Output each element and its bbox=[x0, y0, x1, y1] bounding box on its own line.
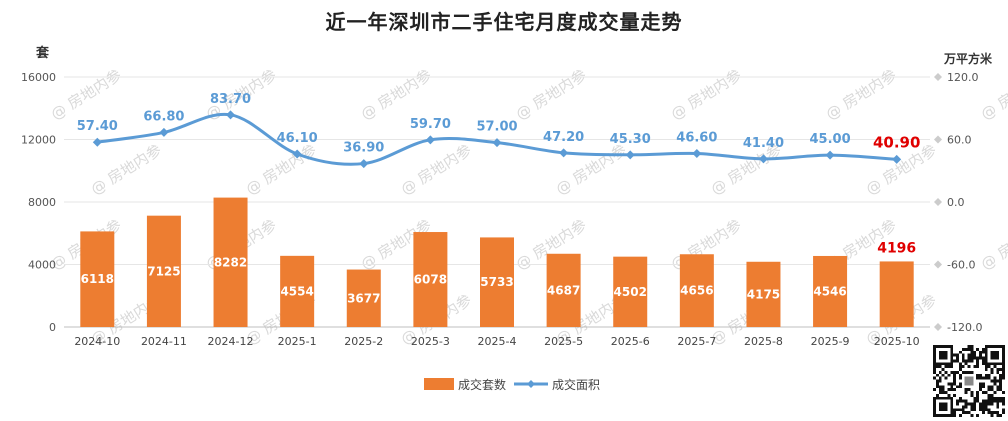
watermark: @ 房地内参 bbox=[88, 141, 165, 199]
bar-2025-7 bbox=[679, 254, 714, 327]
watermark: @ 房地内参 bbox=[823, 66, 900, 124]
x-tick-label: 2024-10 bbox=[74, 335, 120, 348]
line-point-2025-8 bbox=[758, 154, 768, 164]
watermark: @ 房地内参 bbox=[48, 66, 125, 124]
line-label: 46.60 bbox=[676, 130, 717, 145]
bar-2025-5 bbox=[546, 253, 581, 327]
line-point-2025-5 bbox=[559, 148, 569, 158]
line-point-2024-10 bbox=[92, 137, 102, 147]
right-tick-marker bbox=[934, 323, 942, 331]
line-point-2025-4 bbox=[492, 138, 502, 148]
bar-label: 5733 bbox=[480, 275, 513, 289]
right-tick-marker bbox=[934, 73, 942, 81]
bar-2024-10 bbox=[80, 231, 115, 327]
bar-label: 6078 bbox=[414, 273, 447, 287]
legend-bar-label: 成交套数 bbox=[458, 377, 506, 392]
line-point-2025-2 bbox=[359, 159, 369, 169]
legend-line-label: 成交面积 bbox=[552, 377, 600, 392]
line-point-2025-9 bbox=[825, 150, 835, 160]
watermark: @ 房地内参 bbox=[668, 66, 745, 124]
right-tick-marker bbox=[934, 135, 942, 144]
bar-2024-12 bbox=[213, 197, 248, 327]
line-label: 45.00 bbox=[810, 132, 851, 147]
line-point-2024-12 bbox=[226, 110, 236, 120]
line-label: 36.90 bbox=[343, 141, 384, 156]
line-label: 41.40 bbox=[743, 136, 784, 151]
right-tick-label: 120.0 bbox=[947, 71, 979, 84]
watermark: @ 房地内参 bbox=[513, 66, 590, 124]
legend-line-marker bbox=[527, 380, 535, 388]
watermark: @ 房地内参 bbox=[358, 66, 435, 124]
bar-2025-9 bbox=[813, 255, 848, 327]
legend-bar-swatch bbox=[424, 378, 454, 390]
left-tick-label: 0 bbox=[49, 321, 56, 334]
left-tick-label: 12000 bbox=[21, 134, 56, 147]
x-tick-label: 2025-2 bbox=[344, 335, 383, 348]
right-tick-label: 0.0 bbox=[947, 196, 965, 209]
right-tick-marker bbox=[934, 260, 942, 269]
bar-2025-3 bbox=[413, 232, 448, 327]
x-tick-label: 2025-4 bbox=[478, 335, 517, 348]
right-tick-marker bbox=[934, 198, 942, 206]
line-point-2025-1 bbox=[292, 149, 302, 159]
x-tick-label: 2025-1 bbox=[278, 335, 317, 348]
x-tick-label: 2025-7 bbox=[677, 335, 716, 348]
x-tick-label: 2025-10 bbox=[874, 335, 920, 348]
right-axis-title: 万平方米 bbox=[943, 51, 993, 66]
bar-label: 7125 bbox=[147, 264, 180, 278]
bar-label: 6118 bbox=[81, 272, 114, 286]
watermark: @ 房地内参 bbox=[243, 141, 320, 199]
bar-2024-11 bbox=[146, 215, 181, 327]
x-tick-label: 2025-3 bbox=[411, 335, 450, 348]
bar-label: 4175 bbox=[747, 287, 780, 301]
x-tick-label: 2024-12 bbox=[208, 335, 254, 348]
qr-code bbox=[933, 345, 1005, 417]
line-point-2024-11 bbox=[159, 127, 169, 137]
left-tick-label: 4000 bbox=[28, 259, 56, 272]
line-label: 57.40 bbox=[77, 119, 118, 134]
left-tick-label: 16000 bbox=[21, 71, 56, 84]
line-point-2025-10 bbox=[892, 154, 902, 164]
bar-2025-10 bbox=[879, 261, 914, 327]
x-tick-label: 2025-6 bbox=[611, 335, 650, 348]
bar-label: 3677 bbox=[347, 291, 380, 305]
line-label: 59.70 bbox=[410, 117, 451, 132]
bar-2025-8 bbox=[746, 261, 781, 327]
right-tick-label: 60.0 bbox=[947, 134, 972, 147]
line-point-2025-6 bbox=[625, 150, 635, 160]
left-axis-title: 套 bbox=[35, 45, 50, 61]
watermark: @ 房地内参 bbox=[398, 141, 475, 199]
line-point-2025-3 bbox=[425, 135, 435, 145]
chart-title: 近一年深圳市二手住宅月度成交量走势 bbox=[325, 10, 683, 34]
line-label: 66.80 bbox=[143, 109, 184, 124]
line-label: 47.20 bbox=[543, 130, 584, 145]
line-label: 40.90 bbox=[873, 133, 920, 151]
line-point-2025-7 bbox=[692, 148, 702, 158]
bar-label: 4656 bbox=[680, 284, 713, 298]
line-label: 83.70 bbox=[210, 92, 251, 107]
bar-2025-1 bbox=[280, 255, 315, 327]
right-tick-label: -60.0 bbox=[947, 259, 975, 272]
bar-label: 8282 bbox=[214, 255, 247, 269]
bar-2025-4 bbox=[480, 237, 514, 327]
bar-label: 4546 bbox=[813, 284, 846, 298]
watermark: @ 房地内参 bbox=[978, 216, 1008, 274]
x-tick-label: 2025-8 bbox=[744, 335, 783, 348]
bar-2025-2 bbox=[346, 269, 381, 327]
line-label: 45.30 bbox=[610, 132, 651, 147]
right-tick-label: -120.0 bbox=[947, 321, 982, 334]
watermark: @ 房地内参 bbox=[978, 66, 1008, 124]
bar-label: 4554 bbox=[280, 284, 313, 298]
left-tick-label: 8000 bbox=[28, 196, 56, 209]
x-tick-label: 2024-11 bbox=[141, 335, 187, 348]
line-label: 57.00 bbox=[476, 120, 517, 135]
x-tick-label: 2025-5 bbox=[544, 335, 583, 348]
bar-label: 4687 bbox=[547, 283, 580, 297]
bar-label: 4196 bbox=[877, 240, 916, 256]
bar-2025-6 bbox=[613, 256, 648, 327]
x-tick-label: 2025-9 bbox=[811, 335, 850, 348]
bar-label: 4502 bbox=[614, 285, 647, 299]
line-label: 46.10 bbox=[277, 131, 318, 146]
